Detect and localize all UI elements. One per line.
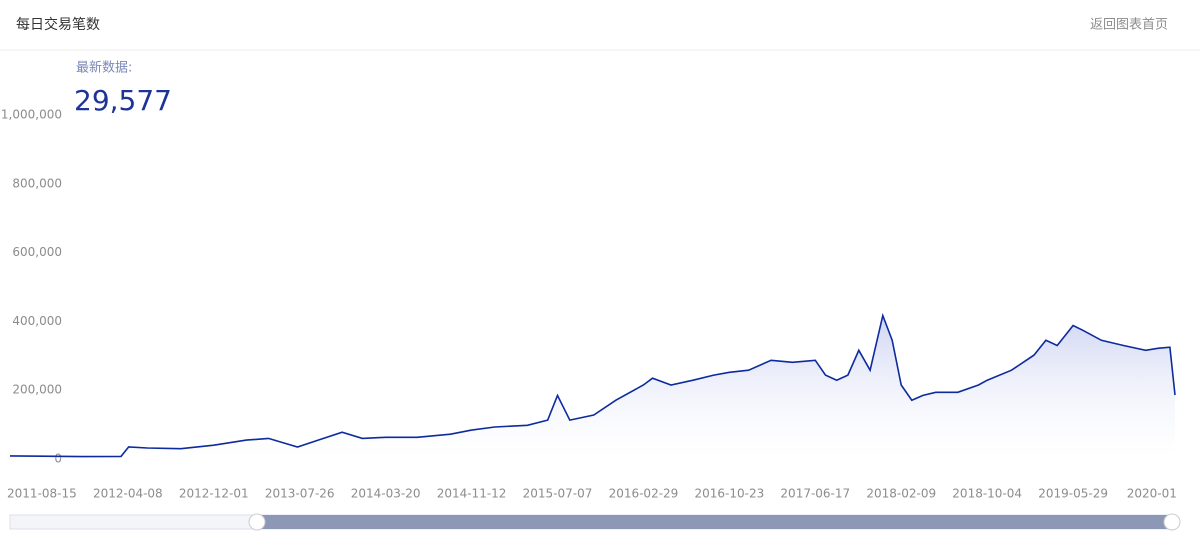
x-tick-label: 2018-10-04 <box>952 487 1022 501</box>
slider-handle[interactable] <box>1163 513 1181 531</box>
y-tick-label: 600,000 <box>12 245 62 259</box>
x-tick-label: 2018-02-09 <box>866 487 936 501</box>
latest-value: 29,577 <box>74 84 172 117</box>
x-tick-label: 2020-01 <box>1127 487 1177 501</box>
x-tick-label: 2016-10-23 <box>695 487 765 501</box>
x-tick-label: 2017-06-17 <box>780 487 850 501</box>
x-tick-label: 2014-11-12 <box>437 487 507 501</box>
back-link[interactable]: 返回图表首页 <box>1090 18 1168 33</box>
x-tick-label: 2019-05-29 <box>1038 487 1108 501</box>
x-tick-label: 2016-02-29 <box>609 487 679 501</box>
y-tick-label: 1,000,000 <box>1 108 62 122</box>
x-tick-label: 2011-08-15 <box>7 487 77 501</box>
line <box>9 312 1176 458</box>
plot: 0200,000400,000600,000800,0001,000,00020… <box>1 108 1177 501</box>
x-tick-label: 2013-07-26 <box>265 487 335 501</box>
y-tick-label: 800,000 <box>12 176 62 190</box>
x-tick-label: 2012-12-01 <box>179 487 249 501</box>
y-tick-label: 400,000 <box>12 314 62 328</box>
slider-range[interactable] <box>257 515 1172 529</box>
latest-label: 最新数据: <box>76 60 132 76</box>
area <box>10 315 1175 459</box>
y-tick-label: 200,000 <box>12 383 62 397</box>
page-title: 每日交易笔数 <box>16 16 100 33</box>
x-tick-label: 2015-07-07 <box>523 487 593 501</box>
slider-handle[interactable] <box>248 513 266 531</box>
x-tick-label: 2014-03-20 <box>351 487 421 501</box>
x-tick-label: 2012-04-08 <box>93 487 163 501</box>
